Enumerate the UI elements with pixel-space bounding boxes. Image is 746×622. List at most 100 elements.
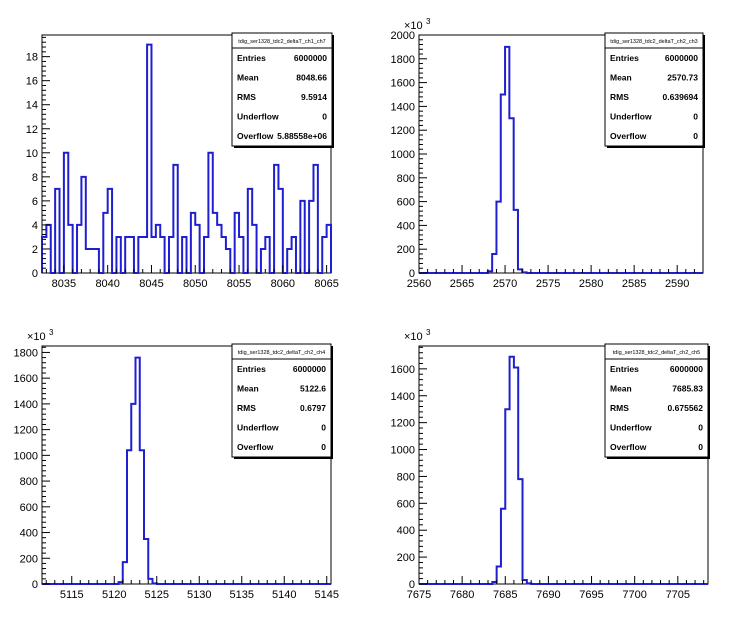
stats-row-value: 5.88558e+06 — [277, 131, 327, 141]
x-tick-label: 2560 — [407, 278, 431, 290]
x-tick-label: 7705 — [666, 589, 690, 601]
y-tick-label: 400 — [397, 220, 415, 232]
stats-box: tdig_ser1328_tdc2_deltaT_ch1_ch7 Entries 6… — [231, 32, 334, 148]
stats-row-value: 0 — [321, 423, 326, 433]
stats-row-value: 6000000 — [670, 364, 703, 374]
stats-row-label: Overflow — [610, 131, 647, 141]
histogram-pad-3: 5115 5120 5125 5130 5135 5140 5145 0 200 400 600 80… — [0, 311, 373, 622]
x-tick-label: 2575 — [536, 278, 560, 290]
y-tick-label: 800 — [397, 173, 415, 185]
stats-box-title: tdig_ser1328_tdc2_deltaT_ch2_ch4 — [238, 350, 325, 356]
y-tick-label: 600 — [397, 197, 415, 209]
stats-row-label: Mean — [237, 383, 259, 393]
stats-row-value: 0.639694 — [663, 92, 699, 102]
y-tick-label: 0 — [32, 579, 38, 591]
stats-row-label: Underflow — [610, 423, 652, 433]
y-tick-label: 0 — [409, 579, 415, 591]
stats-row-value: 0.6797 — [300, 403, 326, 413]
y-tick-label: 1600 — [391, 364, 415, 376]
x-tick-label: 5125 — [145, 589, 169, 601]
histogram-pad-1: 8035 8040 8045 8050 8055 8060 8065 0 2 4 6 8 10 12 14 1… — [0, 0, 373, 311]
y-tick-label: 0 — [32, 268, 38, 280]
y-tick-label: 200 — [20, 553, 38, 565]
y-tick-label: 800 — [397, 471, 415, 483]
histogram-bin — [143, 237, 147, 273]
x-tick-label: 2570 — [493, 278, 517, 290]
y-tick-label: 1200 — [391, 418, 415, 430]
stats-box-title: tdig_ser1328_tdc2_deltaT_ch2_ch5 — [613, 350, 700, 356]
y-tick-label: 1800 — [391, 54, 415, 66]
y-tick-label: 400 — [20, 528, 38, 540]
y-tick-label: 1000 — [14, 450, 38, 462]
y-tick-label: 1600 — [391, 78, 415, 90]
x-tick-label: 2585 — [622, 278, 646, 290]
stats-row-value: 6000000 — [293, 364, 326, 374]
y-tick-label: 200 — [397, 552, 415, 564]
stats-row-label: Underflow — [237, 423, 279, 433]
histogram-ch1-ch7: 8035 8040 8045 8050 8055 8060 8065 0 2 4 6 8 10 12 14 1… — [26, 32, 339, 290]
y-tick-label: 4 — [32, 220, 38, 232]
stats-row-value: 7685.83 — [672, 383, 703, 393]
y-axis-multiplier: ×10 — [404, 331, 423, 343]
y-tick-label: 400 — [397, 525, 415, 537]
stats-row-value: 0 — [321, 442, 326, 452]
stats-row-label: Entries — [237, 364, 266, 374]
x-tick-label: 5135 — [230, 589, 254, 601]
x-tick-label: 2565 — [450, 278, 474, 290]
y-tick-label: 18 — [26, 52, 38, 64]
stats-box-title: tdig_ser1328_tdc2_deltaT_ch1_ch7 — [238, 39, 325, 45]
stats-box-title: tdig_ser1328_tdc2_deltaT_ch2_ch3 — [610, 39, 697, 45]
stats-row-label: Mean — [610, 383, 632, 393]
x-tick-label: 8055 — [227, 278, 251, 290]
stats-box: tdig_ser1328_tdc2_deltaT_ch2_ch3 Entries 6… — [604, 32, 705, 148]
x-tick-label: 7700 — [622, 589, 646, 601]
y-tick-label: 14 — [26, 100, 38, 112]
y-tick-label: 600 — [397, 498, 415, 510]
stats-row-value: 0 — [698, 442, 703, 452]
y-tick-label: 1200 — [391, 125, 415, 137]
y-tick-label: 16 — [26, 76, 38, 88]
x-tick-label: 5140 — [272, 589, 296, 601]
histogram-series-line — [419, 355, 708, 585]
x-tick-label: 5120 — [102, 589, 126, 601]
histogram-pad-4: 7675 7680 7685 7690 7695 7700 7705 0 200 400 600 80… — [373, 311, 746, 622]
stats-row-label: RMS — [610, 92, 629, 102]
stats-row-value: 0.675562 — [668, 403, 704, 413]
stats-row-label: Entries — [237, 53, 266, 63]
stats-row-value: 6000000 — [665, 53, 698, 63]
y-tick-label: 1400 — [14, 399, 38, 411]
y-tick-label: 1200 — [14, 425, 38, 437]
histogram-bin — [86, 249, 90, 273]
y-tick-label: 1000 — [391, 445, 415, 457]
stats-row-value: 5122.6 — [300, 383, 326, 393]
stats-row-value: 9.5914 — [301, 92, 327, 102]
x-tick-label: 5115 — [60, 589, 84, 601]
y-axis-exponent: 3 — [426, 328, 431, 337]
histogram-series-line — [42, 356, 331, 585]
histogram-ch2-ch4: 5115 5120 5125 5130 5135 5140 5145 0 200 400 600 80… — [14, 328, 339, 601]
x-tick-label: 8050 — [183, 278, 207, 290]
y-tick-label: 800 — [20, 476, 38, 488]
stats-row-label: Mean — [610, 72, 632, 82]
stats-row-value: 0 — [698, 423, 703, 433]
stats-box: tdig_ser1328_tdc2_deltaT_ch2_ch5 Entries 6… — [604, 343, 710, 459]
y-tick-label: 1800 — [14, 347, 38, 359]
y-tick-label: 1400 — [391, 101, 415, 113]
y-tick-label: 6 — [32, 196, 38, 208]
x-tick-label: 7695 — [579, 589, 603, 601]
x-tick-label: 2590 — [665, 278, 689, 290]
y-axis-multiplier: ×10 — [404, 20, 423, 32]
x-tick-label: 7680 — [450, 589, 474, 601]
y-tick-label: 1000 — [391, 149, 415, 161]
x-tick-label: 5145 — [315, 589, 339, 601]
x-tick-label: 8045 — [139, 278, 163, 290]
stats-row-label: RMS — [237, 403, 256, 413]
stats-row-label: Underflow — [610, 112, 652, 122]
y-tick-label: 1400 — [391, 391, 415, 403]
stats-row-label: Overflow — [237, 442, 274, 452]
y-tick-label: 1600 — [14, 373, 38, 385]
stats-row-label: Overflow — [237, 131, 274, 141]
stats-row-label: Underflow — [237, 112, 279, 122]
x-tick-label: 7685 — [493, 589, 517, 601]
histogram-bin — [151, 237, 155, 273]
